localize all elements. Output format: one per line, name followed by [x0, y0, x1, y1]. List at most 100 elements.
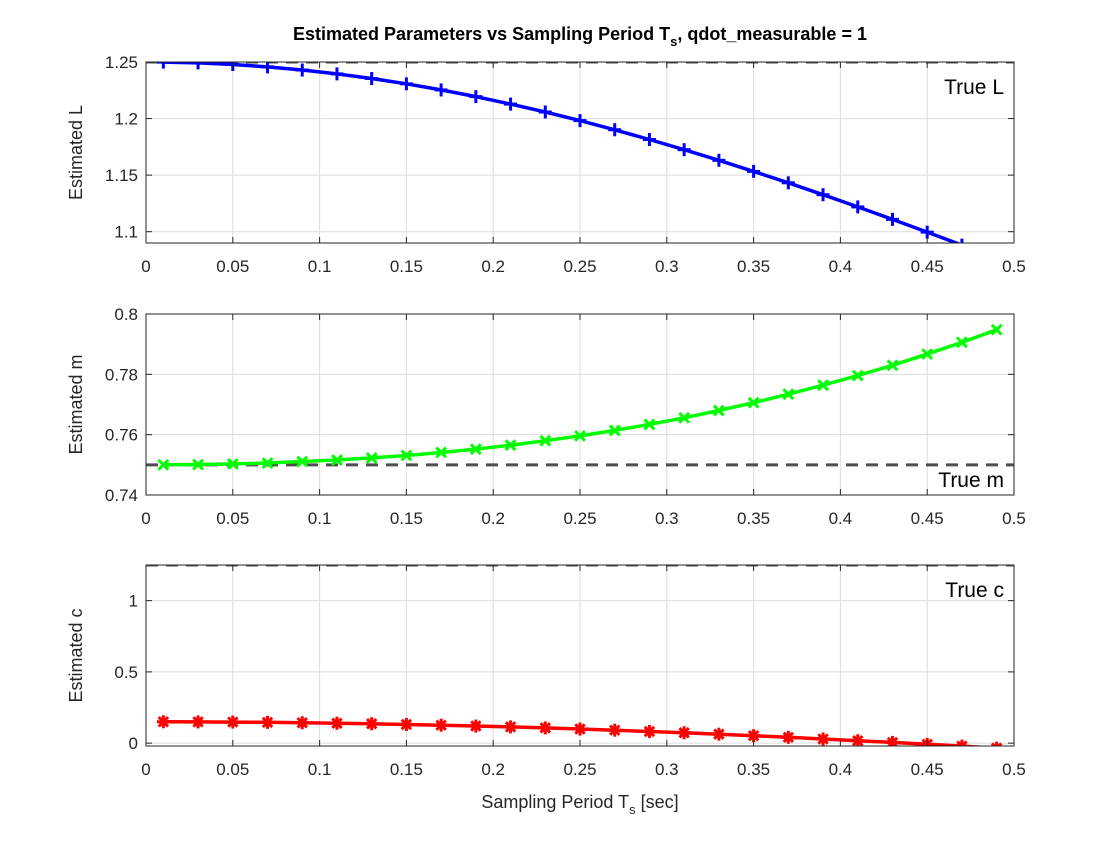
y-tick-label: 0.76: [105, 426, 138, 445]
data-point: [885, 212, 899, 226]
chart-panel-3: 0 0.05 0.1 0.15 0.2 0.25 0.3 0.35 0.4 0.45 0.5 0 0.5…: [66, 564, 1026, 779]
data-point: [469, 719, 483, 733]
data-point: [365, 717, 379, 731]
data-point: [435, 446, 448, 459]
data-point: [538, 105, 552, 119]
x-tick-label: 0.3: [655, 257, 679, 276]
data-point: [365, 451, 378, 464]
data-point: [191, 715, 205, 729]
data-point: [678, 411, 691, 424]
x-tick-label: 0.05: [216, 257, 249, 276]
y-tick-label: 0.78: [105, 365, 138, 384]
data-point: [816, 732, 830, 746]
data-point: [261, 62, 275, 74]
x-tick-label: 0: [141, 257, 150, 276]
data-point: [399, 77, 413, 91]
data-point: [400, 449, 413, 462]
data-point: [365, 72, 379, 86]
data-point: [192, 458, 205, 471]
true-value-label: True m: [938, 469, 1004, 492]
data-point: [642, 132, 656, 146]
chart-panel-1: 0 0.05 0.1 0.15 0.2 0.25 0.3 0.35 0.4 0.45 0.5 1.1 1…: [66, 53, 1026, 276]
x-tick-label: 0.35: [737, 760, 770, 779]
x-tick-label: 0.5: [1002, 257, 1026, 276]
data-point: [330, 67, 344, 81]
data-point: [469, 443, 482, 456]
x-tick-label: 0.05: [216, 509, 249, 528]
data-point: [261, 715, 275, 729]
y-tick-label: 0: [129, 734, 138, 753]
data-point: [399, 717, 413, 731]
data-point: [990, 741, 1003, 746]
y-axis-label: Estimated L: [66, 105, 86, 200]
data-point: [955, 739, 969, 746]
x-tick-label: 0: [141, 760, 150, 779]
data-point: [296, 455, 309, 468]
x-tick-label: 0.5: [1002, 509, 1026, 528]
y-axis-label: Estimated m: [66, 354, 86, 454]
x-tick-label: 0.15: [390, 257, 423, 276]
x-tick-label: 0.2: [481, 509, 505, 528]
y-tick-label: 1.15: [105, 166, 138, 185]
data-point: [608, 123, 622, 137]
data-point: [677, 726, 691, 740]
data-point: [677, 143, 691, 157]
data-point: [851, 369, 864, 382]
data-point: [955, 336, 968, 349]
x-tick-label: 0.25: [563, 257, 596, 276]
true-value-label: True c: [945, 579, 1004, 602]
data-point: [434, 718, 448, 732]
x-tick-label: 0.05: [216, 760, 249, 779]
data-point: [157, 458, 170, 471]
y-tick-label: 0.74: [105, 486, 138, 505]
plot-clip-group: [146, 323, 1014, 471]
data-point: [573, 722, 587, 736]
data-point: [921, 348, 934, 361]
chart-panel-2: 0 0.05 0.1 0.15 0.2 0.25 0.3 0.35 0.4 0.45 0.5 0.74…: [66, 305, 1026, 528]
x-tick-label: 0.1: [308, 760, 332, 779]
data-point: [747, 164, 761, 178]
x-tick-label: 0.4: [829, 257, 853, 276]
x-tick-label: 0.1: [308, 257, 332, 276]
data-point: [781, 730, 795, 744]
data-point: [960, 238, 964, 243]
x-tick-label: 0: [141, 509, 150, 528]
x-tick-label: 0.4: [829, 760, 853, 779]
data-point: [191, 62, 205, 70]
y-tick-label: 1.2: [114, 110, 138, 129]
data-point: [504, 720, 518, 734]
data-point: [156, 715, 170, 729]
x-tick-label: 0.45: [911, 257, 944, 276]
data-point: [886, 359, 899, 372]
y-tick-label: 1.25: [105, 53, 138, 72]
x-tick-label: 0.45: [911, 509, 944, 528]
x-tick-label: 0.1: [308, 509, 332, 528]
y-tick-label: 0.8: [114, 305, 138, 324]
data-point: [851, 734, 865, 746]
x-tick-label: 0.15: [390, 509, 423, 528]
data-point: [469, 90, 483, 104]
data-point: [608, 424, 621, 437]
data-point: [295, 63, 309, 77]
data-point: [885, 735, 899, 746]
x-tick-label: 0.25: [563, 760, 596, 779]
data-point: [920, 225, 934, 239]
data-point: [990, 323, 1003, 336]
x-tick-label: 0.5: [1002, 760, 1026, 779]
y-axis-label: Estimated c: [66, 608, 86, 702]
y-tick-label: 1: [129, 592, 138, 611]
data-point: [712, 404, 725, 417]
data-point: [261, 457, 274, 469]
x-tick-label: 0.2: [481, 760, 505, 779]
plot-clip-group: [146, 565, 1014, 746]
data-point: [747, 396, 760, 409]
data-point: [538, 721, 552, 735]
x-tick-label: 0.15: [390, 760, 423, 779]
data-point: [504, 439, 517, 452]
data-point: [643, 418, 656, 431]
x-tick-label: 0.35: [737, 257, 770, 276]
data-point: [504, 97, 518, 111]
data-point: [816, 188, 830, 202]
y-tick-label: 0.5: [114, 663, 138, 682]
